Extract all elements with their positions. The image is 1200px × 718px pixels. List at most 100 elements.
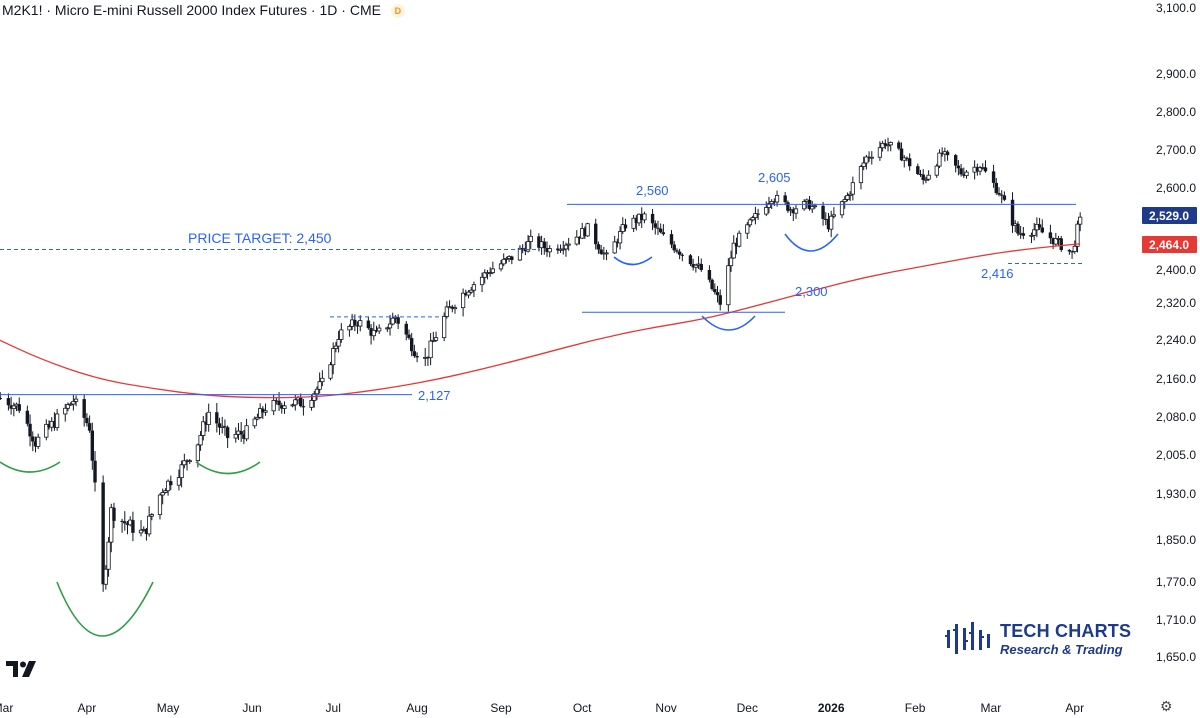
y-tick-label: 2,005.0 [1156, 448, 1196, 462]
candle [301, 398, 306, 416]
x-axis: Mar Apr May Jun Jul Aug Sep Oct Nov Dec 2026 Feb Mar… [0, 701, 1084, 715]
candle [1070, 250, 1074, 259]
exchange: CME [349, 2, 381, 18]
candle [867, 151, 871, 162]
settings-gear-icon[interactable]: ⚙ [1160, 698, 1173, 714]
candle [466, 290, 471, 299]
candle [861, 156, 866, 171]
candle [255, 413, 260, 421]
x-tick-label: Feb [905, 701, 926, 715]
candle [715, 285, 720, 303]
candle [1078, 212, 1083, 232]
x-tick-label: Jun [242, 701, 261, 715]
candle [317, 372, 322, 394]
candle [28, 414, 32, 447]
candle [450, 304, 454, 313]
candle [737, 230, 742, 248]
candle [63, 403, 68, 422]
candle [347, 324, 352, 337]
candle [1032, 222, 1037, 241]
candle [149, 512, 154, 521]
candle [902, 155, 907, 168]
instrument-name: Micro E-mini Russell 2000 Index Futures [54, 2, 308, 18]
candle [55, 408, 60, 431]
candle [504, 256, 509, 264]
delayed-badge: D [390, 4, 405, 18]
candle [650, 208, 655, 231]
candle [850, 176, 855, 201]
candle [431, 331, 436, 343]
candle [953, 153, 958, 173]
tech-charts-logo: TECH CHARTS Research & Trading [944, 620, 1131, 661]
candle [1053, 232, 1058, 247]
candle [217, 417, 222, 435]
candle [447, 300, 452, 309]
candle [753, 206, 758, 225]
candle [31, 431, 35, 452]
candle [547, 245, 552, 258]
candle [669, 230, 674, 249]
y-tick-label: 2,240.0 [1156, 333, 1196, 347]
candle [331, 342, 336, 375]
candle [877, 141, 883, 161]
brand-tagline: Research & Trading [1000, 642, 1123, 657]
candle [1037, 217, 1042, 231]
y-tick-label: 2,600.0 [1156, 181, 1196, 195]
candle [261, 406, 265, 419]
candle [517, 245, 523, 262]
candle [764, 201, 769, 217]
candle [688, 253, 693, 267]
candle [885, 137, 891, 152]
candle [336, 330, 341, 353]
candle [934, 163, 939, 178]
candle [85, 413, 89, 427]
candle [1067, 249, 1072, 255]
candle [1029, 232, 1034, 243]
candle [937, 149, 942, 169]
candle [144, 527, 149, 541]
candle [810, 200, 815, 213]
candle [907, 153, 912, 171]
candle [263, 403, 268, 416]
candle [242, 430, 246, 445]
candle [940, 147, 944, 157]
candle [731, 235, 736, 259]
candle [959, 163, 963, 177]
candle [112, 502, 116, 529]
candle [282, 401, 287, 414]
svg-text:2,464.0: 2,464.0 [1149, 238, 1189, 252]
candle [793, 205, 799, 219]
candle [428, 332, 433, 366]
candle [561, 240, 566, 255]
chart-title: M2K1! · Micro E-mini Russell 2000 Index … [2, 2, 405, 18]
candle [956, 159, 961, 176]
candle [653, 220, 657, 235]
candle [9, 396, 13, 415]
candle [176, 469, 182, 491]
candle [442, 312, 447, 342]
candle [661, 224, 666, 236]
candle [385, 326, 390, 332]
candle [596, 241, 601, 254]
candle [977, 165, 983, 176]
candle [106, 537, 111, 577]
candle [125, 520, 130, 535]
bar-chart-icon [945, 622, 990, 654]
y-tick-label: 1,850.0 [1156, 533, 1196, 547]
candle [87, 415, 92, 433]
x-tick-label: 2026 [818, 701, 845, 715]
level-2127-label: 2,127 [418, 388, 451, 403]
candle [201, 416, 206, 441]
candle [991, 164, 996, 188]
candle [471, 281, 477, 298]
candle [479, 272, 485, 293]
candle [71, 394, 76, 411]
tradingview-icon [6, 661, 36, 677]
candle [198, 431, 203, 451]
last-price-box: 2,529.0 [1142, 207, 1197, 224]
candle [983, 160, 988, 173]
candle [999, 190, 1004, 204]
candle [563, 242, 569, 257]
candle [994, 178, 998, 195]
